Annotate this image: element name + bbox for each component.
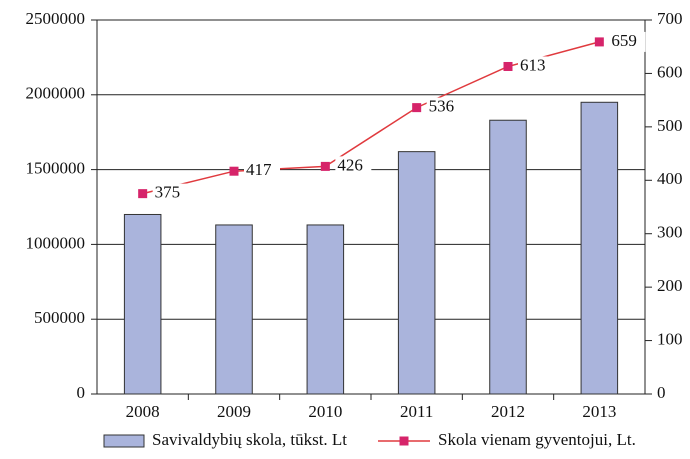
legend-label: Skola vienam gyventojui, Lt. [438, 430, 636, 449]
data-label: 426 [337, 155, 363, 174]
legend-label: Savivaldybių skola, tūkst. Lt [152, 430, 347, 449]
y-tick-label: 500000 [34, 308, 85, 327]
data-label: 417 [246, 160, 272, 179]
data-label: 375 [155, 183, 181, 202]
line-marker [594, 37, 604, 47]
y2-tick-label: 600 [657, 62, 683, 81]
y-tick-label: 0 [77, 383, 86, 402]
y-tick-label: 2500000 [26, 9, 86, 28]
bar [580, 101, 619, 395]
line-marker [320, 161, 330, 171]
y-tick-label: 2000000 [26, 84, 86, 103]
legend-marker [399, 436, 409, 446]
x-tick-label: 2010 [308, 402, 342, 421]
y-tick-label: 1500000 [26, 159, 86, 178]
y2-tick-label: 400 [657, 169, 683, 188]
x-tick-label: 2011 [400, 402, 433, 421]
x-tick-label: 2009 [217, 402, 251, 421]
bar [397, 151, 436, 395]
line-marker [229, 166, 239, 176]
line-marker [138, 189, 148, 199]
y2-tick-label: 200 [657, 276, 683, 295]
bar [215, 224, 253, 395]
data-label: 659 [611, 31, 637, 50]
data-label-bg [244, 161, 280, 182]
y2-tick-label: 0 [657, 383, 666, 402]
x-tick-label: 2008 [126, 402, 160, 421]
data-label-bg [426, 97, 463, 118]
line-marker [503, 61, 513, 71]
y-tick-label: 1000000 [26, 233, 86, 252]
y2-tick-label: 700 [657, 9, 683, 28]
data-label-bg [518, 56, 554, 77]
data-label-bg [335, 156, 372, 177]
legend-swatch [103, 434, 145, 448]
bar [489, 119, 527, 395]
bar [306, 224, 345, 395]
x-tick-label: 2012 [491, 402, 525, 421]
data-label: 536 [429, 97, 455, 116]
y2-tick-label: 100 [657, 329, 683, 348]
line-marker [412, 103, 422, 113]
x-tick-label: 2013 [582, 402, 616, 421]
y2-tick-label: 500 [657, 116, 683, 135]
data-label-bg [609, 31, 646, 52]
data-label: 613 [520, 55, 546, 74]
y2-tick-label: 300 [657, 223, 683, 242]
bar [123, 213, 162, 395]
data-label-bg [152, 183, 189, 204]
